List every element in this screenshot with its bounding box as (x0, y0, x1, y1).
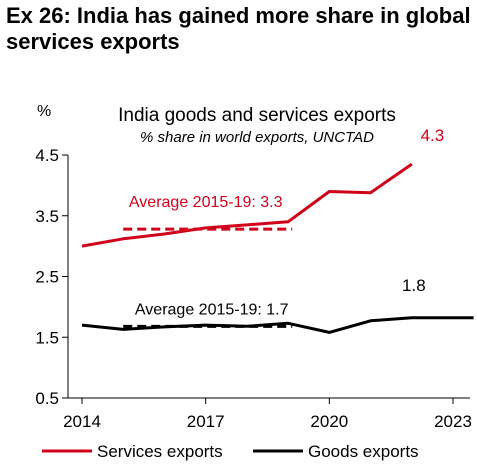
legend-label-goods: Goods exports (308, 442, 419, 461)
y-tick-label: 2.5 (35, 268, 59, 287)
x-tick-label: 2014 (63, 412, 101, 431)
y-tick-label: 1.5 (35, 328, 59, 347)
chart-subtitle: % share in world exports, UNCTAD (140, 129, 374, 146)
annotation-layer: Average 2015-19: 3.3 4.3 Average 2015-19: … (129, 126, 444, 318)
legend: Services exports Goods exports (42, 442, 419, 461)
legend-label-services: Services exports (97, 442, 223, 461)
goods-average-label: Average 2015-19: 1.7 (135, 301, 289, 318)
series-layer (81, 162, 474, 334)
services-average-label: Average 2015-19: 3.3 (129, 194, 283, 211)
goods-exports-line (81, 316, 474, 334)
y-tick-label: 0.5 (35, 389, 59, 408)
x-tick-label: 2023 (434, 412, 472, 431)
y-axis-unit-label: % (37, 103, 51, 120)
page-title: Ex 26: India has gained more share in gl… (6, 3, 471, 54)
x-axis: 2014 2017 2020 2023 (63, 397, 472, 431)
y-axis: 4.5 3.5 2.5 1.5 0.5 (35, 146, 69, 408)
chart-title: India goods and services exports (118, 105, 396, 126)
y-tick-label: 3.5 (35, 207, 59, 226)
goods-end-value-label: 1.8 (402, 276, 426, 295)
x-tick-label: 2020 (310, 412, 348, 431)
services-end-value-label: 4.3 (421, 126, 445, 145)
y-tick-label: 4.5 (35, 146, 59, 165)
x-tick-label: 2017 (187, 412, 225, 431)
